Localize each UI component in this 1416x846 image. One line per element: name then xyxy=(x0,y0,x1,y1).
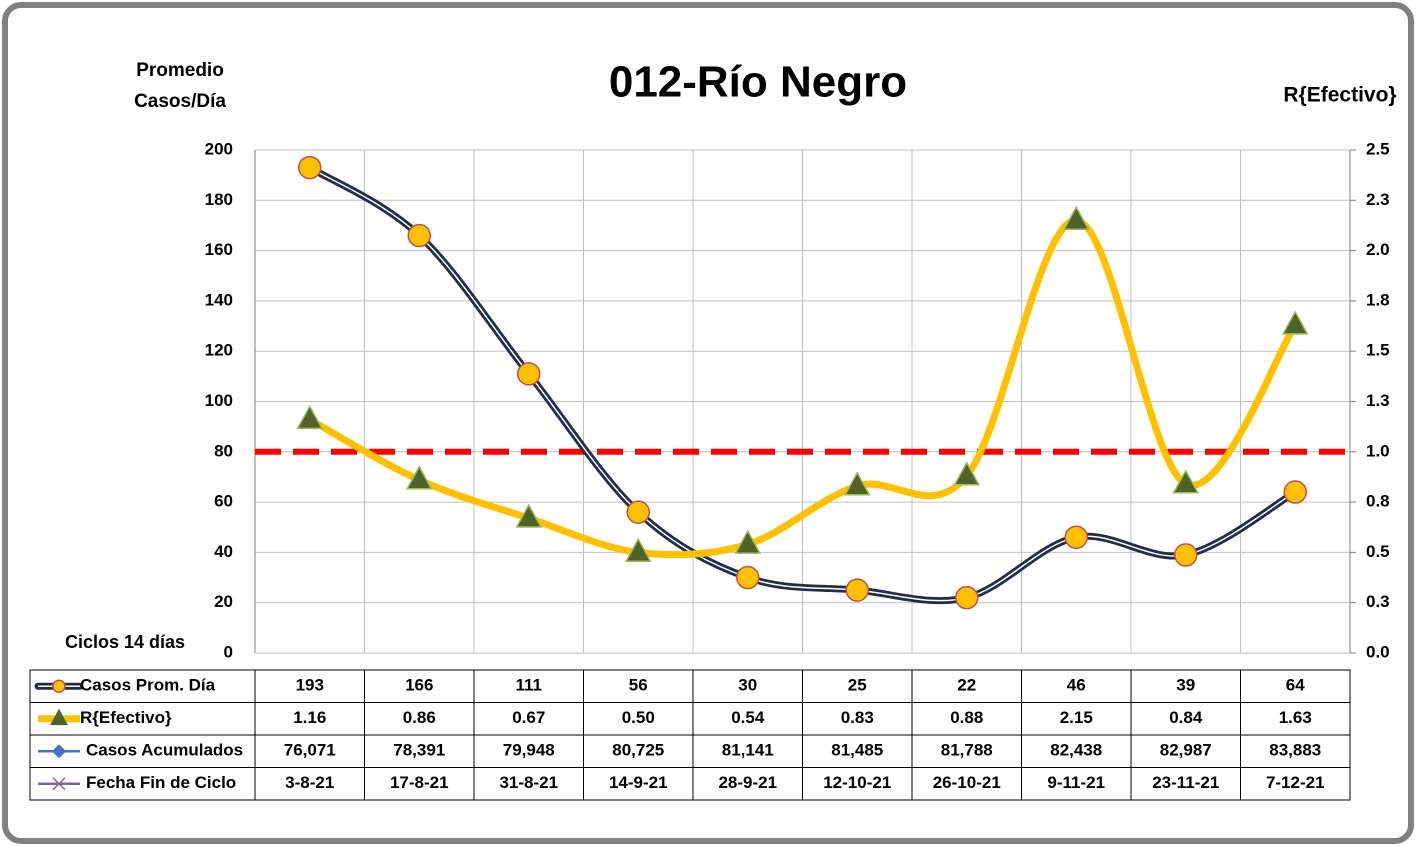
y-tick-label: 0 xyxy=(224,642,233,661)
y-tick-label: 100 xyxy=(205,391,233,410)
y2-tick-label: 0.8 xyxy=(1366,492,1390,511)
marker xyxy=(1062,205,1090,230)
y2-tick-label: 0.3 xyxy=(1366,592,1390,611)
x-tick-label: 12-10-21 xyxy=(823,773,891,792)
table-value: 78,391 xyxy=(393,741,445,760)
y-tick-label: 120 xyxy=(205,341,233,360)
y2-tick-label: 2.3 xyxy=(1366,190,1390,209)
table-value: 64 xyxy=(1286,676,1305,695)
table-value: 0.84 xyxy=(1169,708,1203,727)
marker xyxy=(1172,469,1200,494)
marker xyxy=(50,708,68,726)
y-axis-label: Casos/Día xyxy=(134,91,226,112)
series-line xyxy=(308,216,1299,559)
table-value: 0.67 xyxy=(512,708,545,727)
marker xyxy=(624,537,652,562)
y-tick-label: 160 xyxy=(205,240,233,259)
table-value: 0.88 xyxy=(950,708,983,727)
legend-label: R{Efectivo} xyxy=(80,708,172,727)
y2-tick-label: 0.0 xyxy=(1366,642,1390,661)
table-value: 46 xyxy=(1067,676,1086,695)
table-value: 193 xyxy=(296,676,324,695)
table-value: 1.16 xyxy=(293,708,326,727)
table-value: 82,438 xyxy=(1050,741,1102,760)
table-value: 0.86 xyxy=(403,708,436,727)
marker xyxy=(52,777,66,791)
marker xyxy=(515,503,543,528)
marker xyxy=(1174,543,1198,567)
marker xyxy=(51,744,67,759)
y-tick-label: 40 xyxy=(214,542,233,561)
marker xyxy=(734,529,762,554)
marker xyxy=(845,578,869,602)
marker xyxy=(517,362,541,386)
series-line-inner xyxy=(309,166,1296,602)
marker xyxy=(1281,310,1309,335)
y2-tick-label: 2.0 xyxy=(1366,240,1390,259)
x-tick-label: 17-8-21 xyxy=(390,773,449,792)
marker xyxy=(296,404,324,430)
table-value: 56 xyxy=(629,676,648,695)
x-tick-label: 9-11-21 xyxy=(1047,773,1105,792)
table-value: 2.15 xyxy=(1060,708,1093,727)
legend-label: Fecha Fin de Ciclo xyxy=(86,773,236,792)
marker xyxy=(1283,480,1307,504)
legend-label: Casos Prom. Día xyxy=(80,676,216,695)
y2-tick-label: 2.5 xyxy=(1366,139,1390,158)
y2-tick-label: 1.3 xyxy=(1366,391,1390,410)
y2-tick-label: 1.0 xyxy=(1366,441,1390,460)
table-value: 25 xyxy=(848,676,867,695)
table-value: 83,883 xyxy=(1269,741,1321,760)
x-tick-label: 7-12-21 xyxy=(1266,773,1325,792)
y2-tick-label: 1.5 xyxy=(1366,341,1390,360)
y-tick-label: 140 xyxy=(205,290,233,309)
marker xyxy=(955,585,979,610)
table-value: 82,987 xyxy=(1160,741,1212,760)
table-value: 39 xyxy=(1176,676,1195,695)
marker xyxy=(843,471,871,496)
legend-label: Casos Acumulados xyxy=(86,741,243,760)
marker xyxy=(626,500,650,524)
y-tick-label: 180 xyxy=(205,190,233,209)
y-tick-label: 80 xyxy=(214,441,233,460)
marker xyxy=(736,565,760,590)
table-value: 81,485 xyxy=(831,741,883,760)
table-value: 166 xyxy=(405,676,433,695)
table-value: 76,071 xyxy=(284,741,336,760)
x-tick-label: 31-8-21 xyxy=(499,773,558,792)
y-axis-label: Promedio xyxy=(136,60,224,81)
marker xyxy=(953,461,981,486)
table-value: 0.83 xyxy=(841,708,874,727)
y2-axis-label: R{Efectivo} xyxy=(1283,84,1396,107)
y2-tick-label: 1.8 xyxy=(1366,290,1390,309)
y-tick-label: 20 xyxy=(214,592,233,611)
x-axis-label: Ciclos 14 días xyxy=(65,632,185,652)
y2-tick-label: 0.5 xyxy=(1366,542,1390,561)
marker xyxy=(1064,525,1088,550)
y-tick-label: 200 xyxy=(205,139,233,158)
marker xyxy=(52,679,66,693)
marker xyxy=(298,155,322,180)
x-tick-label: 23-11-21 xyxy=(1152,773,1219,792)
y-tick-label: 60 xyxy=(214,492,233,511)
chart-title: 012-Río Negro xyxy=(609,58,907,107)
table-value: 0.50 xyxy=(622,708,655,727)
marker xyxy=(405,465,433,490)
table-value: 81,141 xyxy=(722,741,774,760)
table-value: 30 xyxy=(738,676,757,695)
table-value: 22 xyxy=(957,676,976,695)
x-tick-label: 14-9-21 xyxy=(609,773,668,792)
table-value: 111 xyxy=(516,676,543,695)
marker xyxy=(407,223,431,248)
table-value: 79,948 xyxy=(503,741,555,760)
table-value: 80,725 xyxy=(612,741,664,760)
x-tick-label: 3-8-21 xyxy=(285,773,334,792)
x-tick-label: 28-9-21 xyxy=(718,773,777,792)
table-value: 1.63 xyxy=(1279,708,1312,727)
table-value: 81,788 xyxy=(941,741,993,760)
x-tick-label: 26-10-21 xyxy=(933,773,1001,792)
table-value: 0.54 xyxy=(731,708,765,727)
